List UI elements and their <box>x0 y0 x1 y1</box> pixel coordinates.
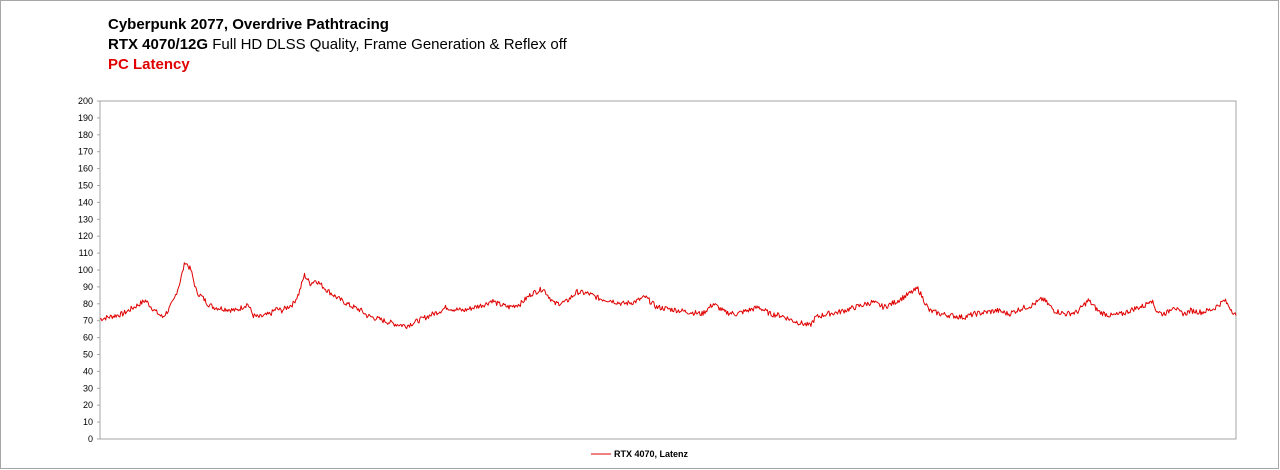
y-tick-label: 200 <box>78 96 93 106</box>
y-tick-label: 20 <box>83 400 93 410</box>
y-tick-label: 100 <box>78 265 93 275</box>
chart-subtitle: RTX 4070/12G Full HD DLSS Quality, Frame… <box>108 35 567 55</box>
legend-label: RTX 4070, Latenz <box>614 449 689 459</box>
y-axis-ticks: 2001901801701601501401301201101009080706… <box>78 96 100 444</box>
y-tick-label: 110 <box>79 248 93 258</box>
y-tick-label: 170 <box>78 147 93 157</box>
y-tick-label: 50 <box>83 350 93 360</box>
y-tick-label: 70 <box>83 316 93 326</box>
y-tick-label: 90 <box>83 282 93 292</box>
y-tick-label: 30 <box>83 383 93 393</box>
y-tick-label: 130 <box>78 214 93 224</box>
y-tick-label: 160 <box>78 164 93 174</box>
y-tick-label: 150 <box>78 181 93 191</box>
y-tick-label: 60 <box>83 333 93 343</box>
y-tick-label: 0 <box>88 434 93 444</box>
plot-area <box>99 100 1237 440</box>
y-tick-label: 120 <box>78 231 93 241</box>
series-line-rtx-4070-latenz <box>99 262 1237 329</box>
series-group <box>99 262 1237 329</box>
chart-header: Cyberpunk 2077, Overdrive Pathtracing RT… <box>108 15 567 75</box>
metric-label: PC Latency <box>108 56 190 73</box>
y-tick-label: 80 <box>83 299 93 309</box>
y-tick-label: 10 <box>83 417 93 427</box>
chart-title: Cyberpunk 2077, Overdrive Pathtracing <box>108 16 389 33</box>
legend: RTX 4070, Latenz <box>591 449 689 459</box>
y-tick-label: 140 <box>78 197 93 207</box>
gpu-label: RTX 4070/12G <box>108 36 209 53</box>
y-tick-label: 40 <box>83 366 93 376</box>
y-tick-label: 180 <box>78 130 93 140</box>
y-tick-label: 190 <box>78 113 93 123</box>
settings-label: Full HD DLSS Quality, Frame Generation &… <box>212 36 567 53</box>
